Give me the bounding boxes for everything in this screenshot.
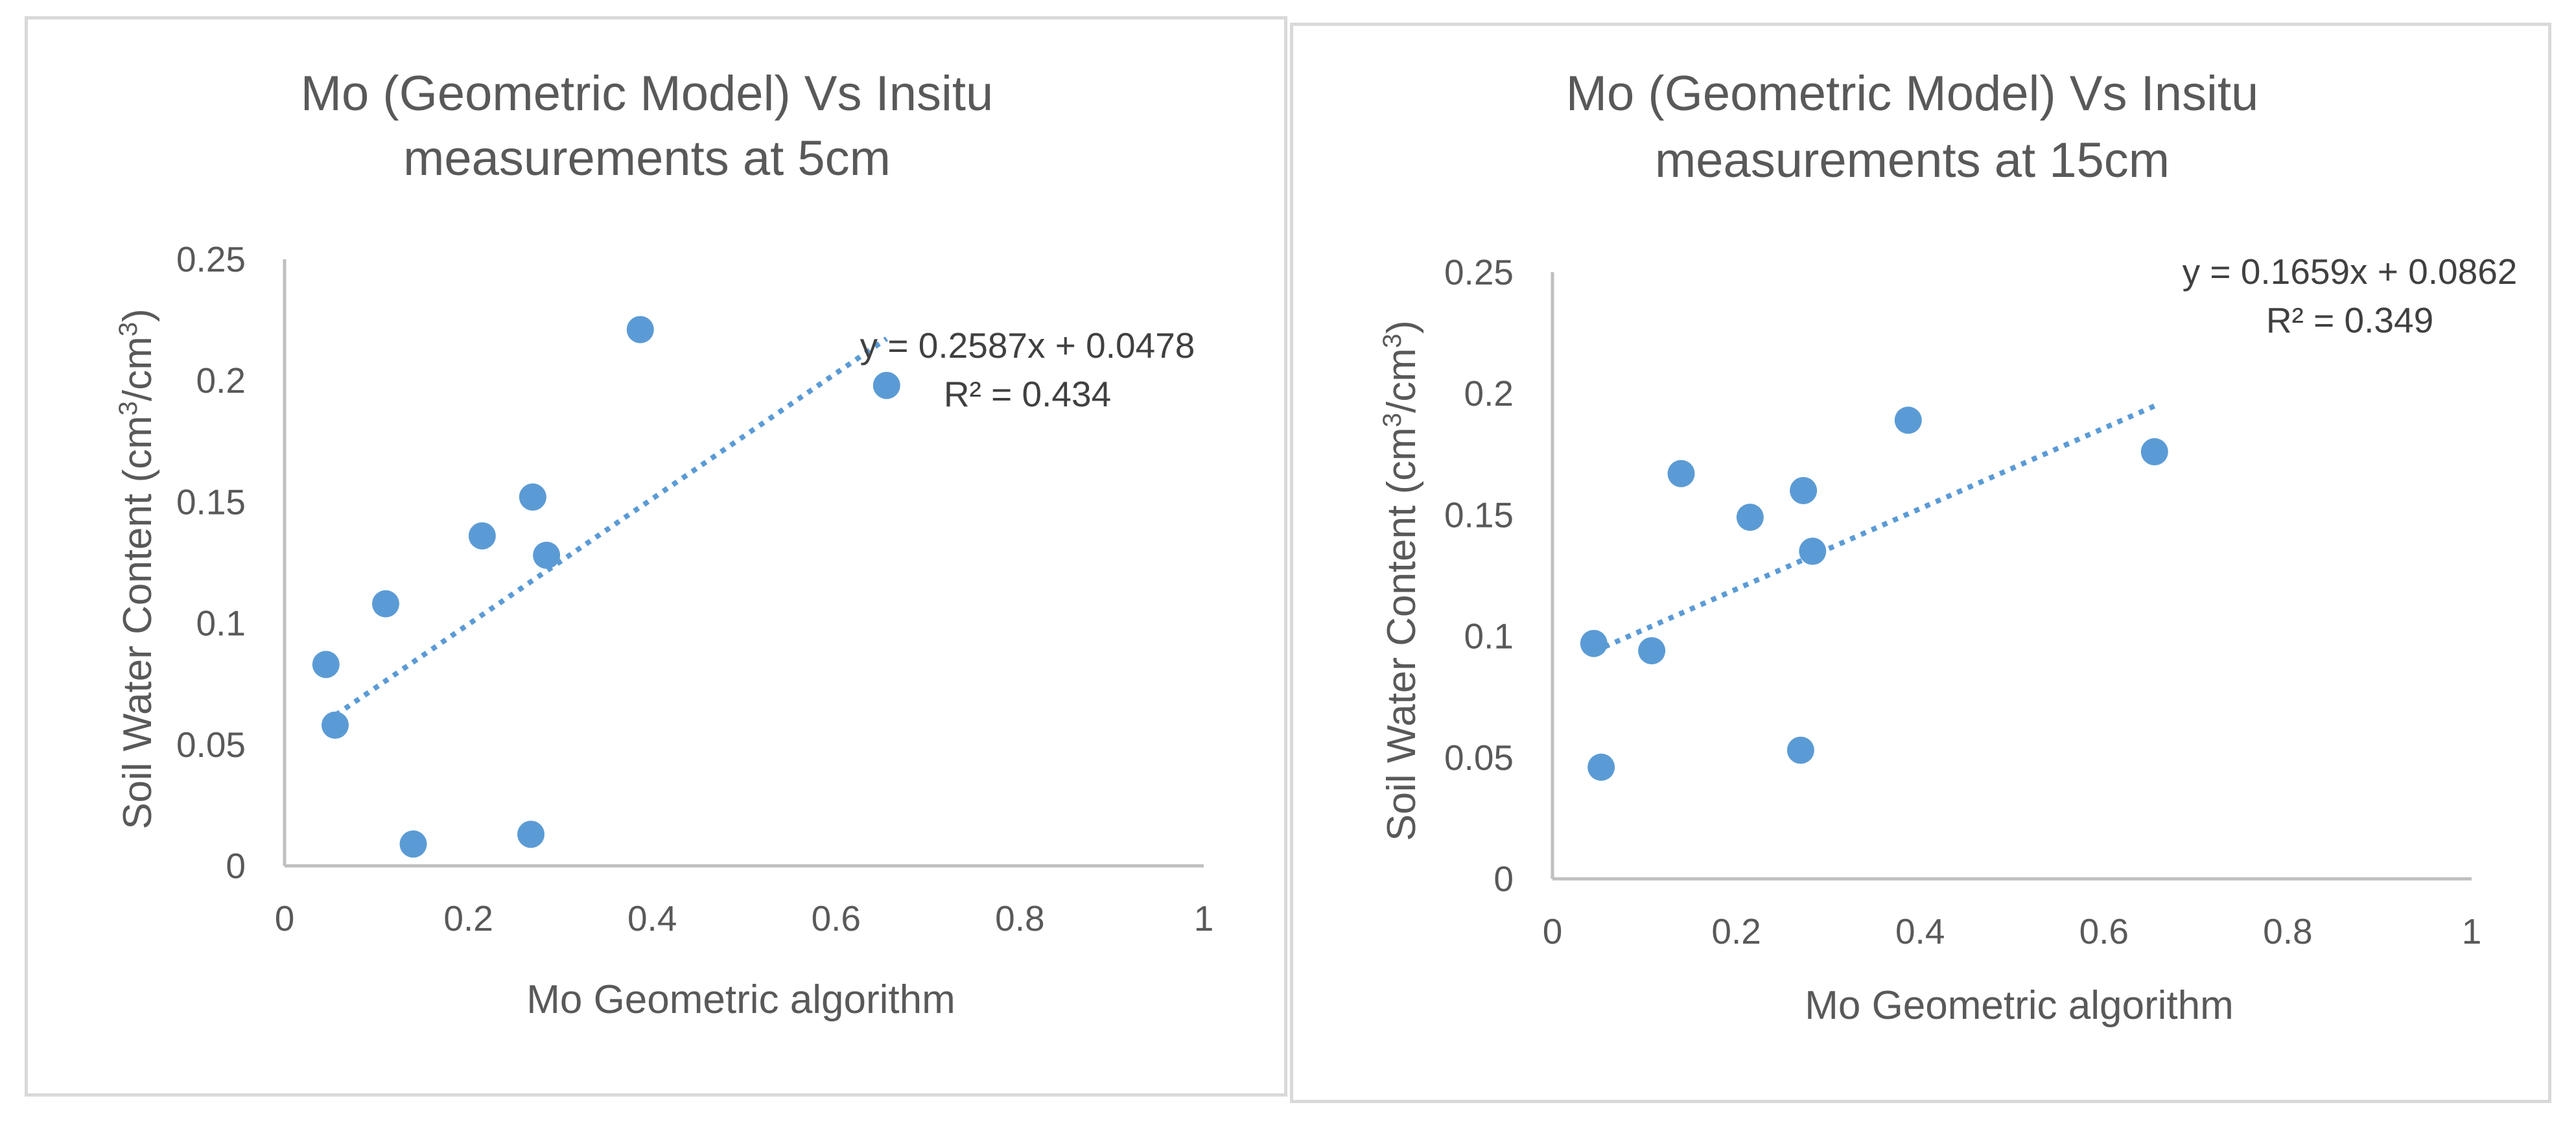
x-tick-label: 0	[275, 898, 295, 938]
chart-title-line-2: measurements at 5cm	[403, 131, 891, 186]
x-tick-label: 0.6	[2079, 911, 2129, 951]
x-tick-label: 1	[1194, 898, 1214, 938]
data-point	[399, 830, 427, 858]
y-tick-label: 0.1	[196, 603, 246, 644]
data-point	[321, 711, 349, 739]
x-tick-label: 0.6	[812, 898, 861, 938]
data-point	[533, 541, 561, 569]
y-tick-label: 0.05	[176, 725, 246, 765]
x-tick-label: 0.2	[1711, 911, 1761, 951]
y-tick-label: 0.25	[1444, 252, 1514, 292]
x-tick-label: 1	[2462, 911, 2482, 951]
trendline-equation: y = 0.1659x + 0.0862	[2183, 251, 2518, 292]
y-tick-label: 0.1	[1464, 616, 1514, 657]
trendline	[324, 336, 889, 724]
data-point	[519, 483, 546, 511]
r-squared-label: R² = 0.434	[944, 374, 1111, 414]
data-point	[1587, 753, 1615, 781]
y-axis-label: Soil Water Content (cm3/cm3)	[114, 308, 160, 830]
chart-5cm: Mo (Geometric Model) Vs Insitu measureme…	[114, 66, 1214, 1022]
x-axis-label: Mo Geometric algorithm	[526, 977, 955, 1022]
chart-15cm: Mo (Geometric Model) Vs Insitu measureme…	[1378, 66, 2518, 1028]
x-tick-label: 0.2	[443, 898, 493, 938]
trendline-equation: y = 0.2587x + 0.0478	[860, 325, 1195, 366]
y-tick-label: 0.15	[1444, 495, 1514, 535]
y-tick-label: 0.05	[1444, 738, 1514, 778]
y-tick-label: 0	[1493, 859, 1514, 899]
y-tick-label: 0.15	[176, 482, 246, 522]
x-tick-label: 0.4	[627, 898, 677, 938]
data-point	[1790, 476, 1818, 504]
data-point	[2140, 438, 2168, 466]
data-point	[1786, 736, 1814, 764]
chart-title-line-1: Mo (Geometric Model) Vs Insitu	[1566, 66, 2259, 121]
x-tick-label: 0.8	[2263, 911, 2312, 951]
data-point	[1638, 637, 1666, 665]
data-point	[872, 371, 900, 399]
y-tick-label: 0.25	[176, 239, 246, 279]
data-point	[1799, 537, 1827, 565]
data-point	[1667, 460, 1695, 487]
chart-title-line-2: measurements at 15cm	[1655, 133, 2170, 188]
y-tick-label: 0	[226, 846, 246, 886]
data-point	[312, 651, 340, 679]
chart-panel-5cm: Mo (Geometric Model) Vs Insitu measureme…	[25, 16, 1287, 1097]
x-tick-label: 0.8	[995, 898, 1044, 938]
data-point	[371, 590, 399, 618]
data-point	[1894, 406, 1922, 434]
data-point	[468, 522, 496, 550]
y-tick-label: 0.2	[1464, 373, 1514, 413]
chart-title-line-1: Mo (Geometric Model) Vs Insitu	[301, 66, 994, 121]
data-point	[626, 316, 654, 343]
data-point	[1736, 504, 1764, 531]
trendline	[1593, 403, 2156, 654]
data-point	[517, 821, 545, 848]
y-tick-label: 0.2	[196, 360, 246, 401]
x-axis-label: Mo Geometric algorithm	[1805, 983, 2234, 1028]
y-axis-label: Soil Water Content (cm3/cm3)	[1378, 320, 1424, 841]
data-point	[1580, 629, 1608, 657]
x-tick-label: 0.4	[1895, 911, 1945, 951]
r-squared-label: R² = 0.349	[2266, 300, 2433, 340]
chart-panel-15cm: Mo (Geometric Model) Vs Insitu measureme…	[1290, 23, 2551, 1103]
x-tick-label: 0	[1543, 911, 1563, 951]
